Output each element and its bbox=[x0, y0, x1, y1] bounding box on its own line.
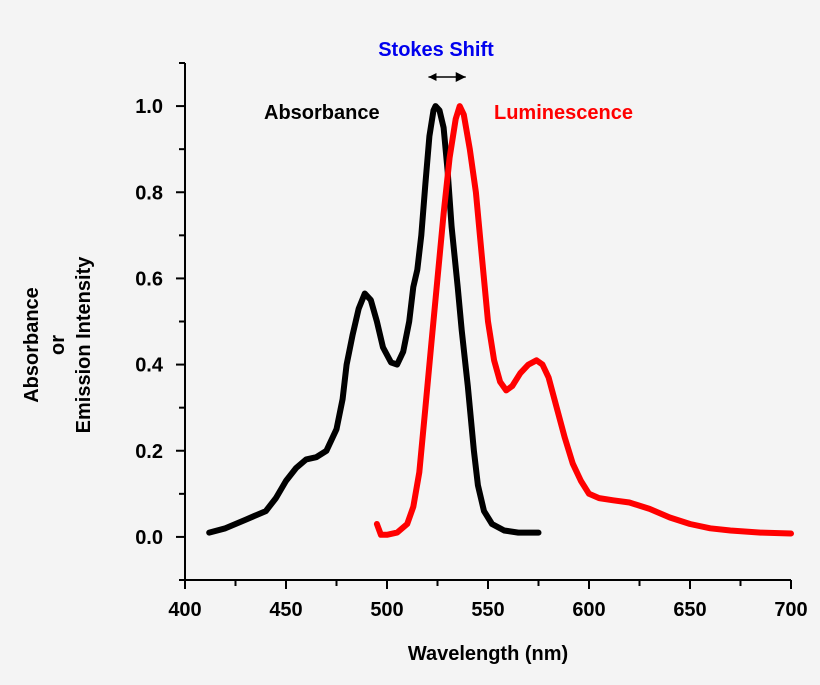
y-tick-label: 0.8 bbox=[135, 182, 163, 204]
x-tick-label: 700 bbox=[774, 599, 807, 621]
legend-luminescence: Luminescence bbox=[494, 102, 633, 124]
x-tick-label: 550 bbox=[471, 599, 504, 621]
x-tick-label: 500 bbox=[370, 599, 403, 621]
y-tick-label: 0.6 bbox=[135, 268, 163, 290]
series-line-luminescence bbox=[373, 103, 794, 538]
axes: 400 450 500 550 600 650 700 0.0 0.2 0.4 0.6 0.8 1.0 bbox=[135, 62, 808, 621]
x-axis-label: Wavelength (nm) bbox=[408, 643, 568, 665]
y-tick-label: 1.0 bbox=[135, 96, 163, 118]
y-axis-label-line-1: Absorbance bbox=[21, 287, 43, 403]
x-tick-label: 600 bbox=[572, 599, 605, 621]
arrow-head-left bbox=[428, 73, 437, 81]
series-line-absorbance bbox=[206, 103, 542, 536]
legend-absorbance: Absorbance bbox=[264, 102, 380, 124]
stokes-shift-label: Stokes Shift bbox=[378, 39, 494, 61]
series-group bbox=[206, 103, 794, 538]
x-tick-label: 450 bbox=[269, 599, 302, 621]
y-tick-label: 0.4 bbox=[135, 355, 164, 377]
stokes-shift-arrow bbox=[428, 72, 466, 82]
y-axis-label-line-3: Emission Intensity bbox=[73, 256, 95, 434]
y-axis-label-line-2: or bbox=[47, 335, 69, 355]
x-tick-label: 400 bbox=[168, 599, 201, 621]
y-tick-label: 0.2 bbox=[135, 441, 163, 463]
y-axis-label: Absorbance or Emission Intensity bbox=[21, 256, 95, 434]
arrow-head-right bbox=[455, 72, 466, 82]
y-tick-label: 0.0 bbox=[135, 527, 163, 549]
x-tick-label: 650 bbox=[673, 599, 706, 621]
